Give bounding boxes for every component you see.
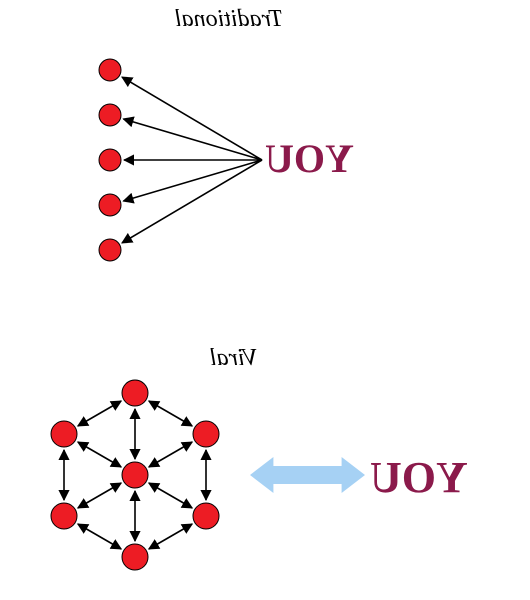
diagram-stage: Traditional YOU Viral YOU	[0, 0, 530, 600]
viral-network	[0, 0, 530, 600]
